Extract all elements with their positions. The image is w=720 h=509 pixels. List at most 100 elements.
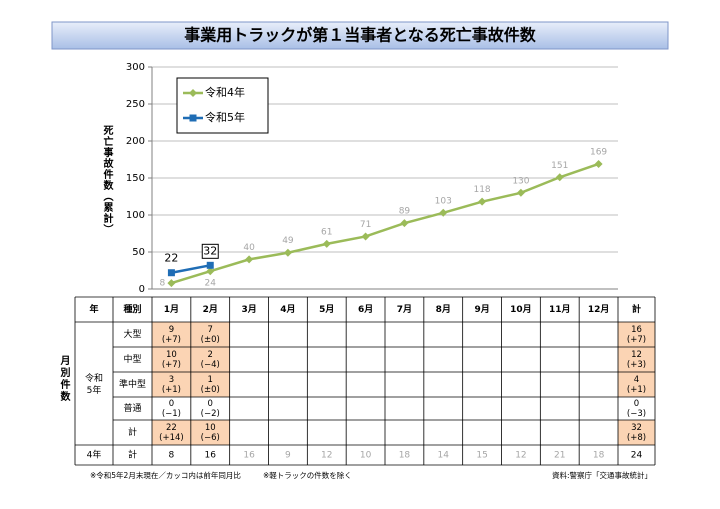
cell-text: 14 [438, 451, 450, 461]
column-header: 4月 [280, 304, 295, 315]
row-label: 中型 [123, 353, 141, 365]
row-label: 計 [128, 449, 137, 461]
cell-text: 15 [476, 451, 487, 461]
cell-text: 2 [208, 350, 213, 360]
row-label: 準中型 [119, 378, 146, 390]
note: ※軽トラックの件数を除く [263, 470, 352, 480]
cell-text: 0 [634, 399, 639, 409]
cell-text: (+3) [627, 360, 646, 370]
cell-text: 9 [169, 325, 174, 335]
cell-text: 8 [169, 451, 175, 461]
cell-highlight [190, 372, 230, 397]
cell-highlight [618, 372, 655, 397]
point [439, 208, 448, 217]
side-label: 月別件数 [58, 355, 71, 403]
cell-text: (+14) [159, 433, 184, 443]
cell-text: 24 [631, 451, 643, 461]
column-header: 11月 [549, 304, 571, 315]
cell-text: 21 [554, 451, 565, 461]
cell-text: 12 [321, 451, 332, 461]
data-label: 8 [160, 279, 166, 289]
cell-text: (+7) [162, 335, 181, 345]
row-label: 大型 [123, 328, 141, 340]
y-axis-label: 死亡事故件数（累計） [101, 125, 114, 235]
legend-marker [189, 114, 197, 122]
point [283, 248, 292, 257]
cell-text: (+8) [627, 433, 646, 443]
y-tick-label: 250 [126, 99, 145, 110]
cell-text: 10 [166, 350, 177, 360]
cell-text: 10 [205, 423, 216, 433]
cell-text: (±0) [201, 385, 220, 395]
cell-text: 12 [631, 350, 642, 360]
cell-text: (−2) [201, 409, 220, 419]
cell-highlight [618, 322, 655, 347]
cell-highlight [618, 420, 655, 445]
point [516, 188, 525, 197]
title-box [51, 21, 669, 50]
cell-text: (−3) [627, 409, 646, 419]
column-header: 10月 [510, 304, 532, 315]
cell-highlight [152, 322, 191, 347]
point [594, 159, 603, 168]
data-label: 118 [473, 185, 490, 195]
point [167, 279, 176, 288]
series-line [171, 162, 599, 285]
column-header: 9月 [474, 304, 489, 315]
cell-text: 0 [208, 399, 213, 409]
data-label: 61 [321, 227, 332, 237]
label-box [201, 243, 219, 259]
cell-text: 3 [169, 375, 174, 385]
y-tick-label: 100 [126, 210, 145, 221]
cell-text: 32 [631, 423, 642, 433]
data-label: 103 [435, 196, 452, 206]
group-label: 5年 [87, 384, 102, 396]
y-tick-label: 200 [126, 136, 145, 147]
cell-text: 7 [208, 325, 213, 335]
column-header: 3月 [241, 304, 256, 315]
point [478, 197, 487, 206]
cell-text: (+1) [627, 385, 646, 395]
cell-text: (+1) [162, 385, 181, 395]
cell-text: (±0) [201, 335, 220, 345]
source: 資料:警察庁「交通事故統計」 [552, 470, 652, 480]
cell-text: (+7) [627, 335, 646, 345]
cell-text: 16 [243, 451, 255, 461]
cell-highlight [152, 420, 191, 445]
column-header: 7月 [397, 304, 412, 315]
cell-highlight [618, 347, 655, 372]
data-label: 151 [551, 161, 568, 171]
cell-highlight [190, 347, 230, 372]
y-tick-label: 0 [139, 284, 145, 295]
data-label: 32 [203, 244, 217, 257]
cell-text: 1 [208, 375, 213, 385]
cell-text: 9 [285, 451, 291, 461]
y-tick-label: 50 [132, 247, 145, 258]
data-label: 22 [164, 252, 178, 265]
cell-highlight [152, 372, 191, 397]
column-header: 8月 [436, 304, 451, 315]
row-label: 4年 [87, 449, 102, 461]
cell-text: 10 [360, 451, 372, 461]
cell-text: 0 [169, 399, 174, 409]
column-header: 計 [632, 303, 641, 315]
data-label: 130 [512, 176, 529, 186]
cell-text: 18 [399, 451, 411, 461]
column-header: 1月 [164, 304, 179, 315]
cell-text: (−4) [201, 360, 220, 370]
column-header: 2月 [203, 304, 218, 315]
cell-highlight [190, 322, 230, 347]
point [322, 239, 331, 248]
column-header: 5月 [319, 304, 334, 315]
column-header: 6月 [358, 304, 373, 315]
y-tick-label: 150 [126, 173, 145, 184]
legend-label: 令和4年 [205, 85, 245, 99]
cell-text: 22 [166, 423, 177, 433]
data-label: 89 [399, 207, 411, 217]
series-line [171, 264, 211, 274]
note: ※令和5年2月末現在／カッコ内は前年同月比 [90, 470, 241, 480]
point [400, 219, 409, 228]
data-label: 40 [243, 243, 255, 253]
legend-box [176, 77, 269, 134]
